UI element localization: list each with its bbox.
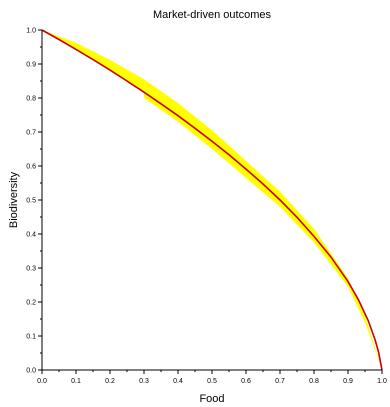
y-tick-label: 0.9 <box>26 62 36 69</box>
x-tick-label: 0.9 <box>343 378 353 385</box>
x-tick-label: 0.8 <box>309 378 319 385</box>
x-tick-label: 0.4 <box>173 378 183 385</box>
y-ticks: 0.0 0.1 0.2 0.3 0.4 0.5 0.6 0.7 0.8 0.9 1.0 <box>26 28 42 375</box>
x-tick-label: 1.0 <box>377 378 387 385</box>
y-tick-label: 0.1 <box>26 334 36 341</box>
x-tick-label: 0.3 <box>139 378 149 385</box>
y-tick-label: 0.4 <box>26 232 36 239</box>
y-tick-label: 0.3 <box>26 266 36 273</box>
x-ticks: 0.0 0.1 0.2 0.3 0.4 0.5 0.6 0.7 0.8 0.9 1.0 <box>37 370 387 385</box>
x-tick-label: 0.6 <box>241 378 251 385</box>
x-tick-label: 0.0 <box>37 378 47 385</box>
y-tick-label: 0.8 <box>26 96 36 103</box>
series-line-0 <box>41 29 383 371</box>
chart-title: Market-driven outcomes <box>153 9 271 21</box>
x-tick-label: 0.5 <box>207 378 217 385</box>
y-tick-label: 0.6 <box>26 164 36 171</box>
x-tick-label: 0.2 <box>105 378 115 385</box>
x-tick-label: 0.1 <box>71 378 81 385</box>
plot-area <box>41 29 383 371</box>
y-axis-label: Biodiversity <box>8 171 20 228</box>
y-tick-label: 0.0 <box>26 368 36 375</box>
y-tick-label: 0.5 <box>26 198 36 205</box>
y-tick-label: 0.7 <box>26 130 36 137</box>
y-tick-label: 1.0 <box>26 28 36 35</box>
x-axis-label: Food <box>199 393 224 405</box>
series-band-0 <box>42 30 382 370</box>
y-tick-label: 0.2 <box>26 300 36 307</box>
x-tick-label: 0.7 <box>275 378 285 385</box>
